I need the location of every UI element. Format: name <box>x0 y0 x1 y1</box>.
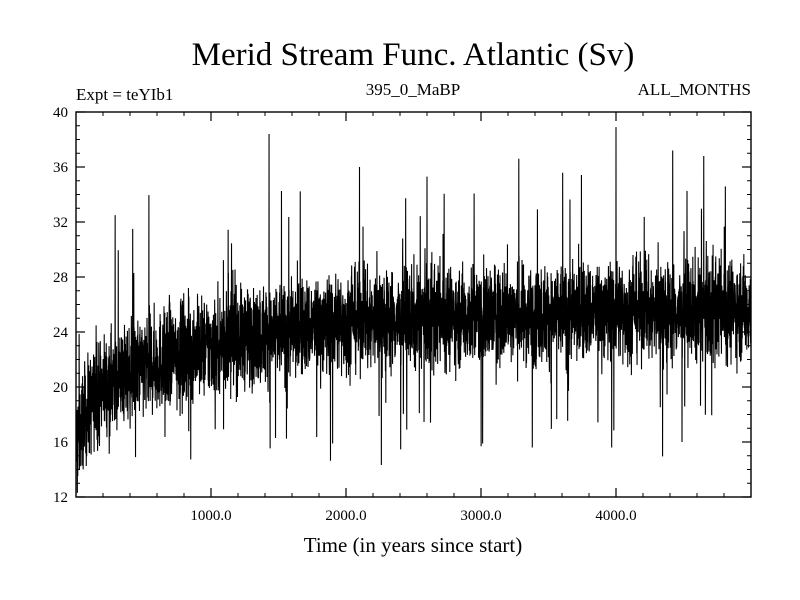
x-axis-label: Time (in years since start) <box>304 533 523 557</box>
y-tick-label: 28 <box>53 270 68 286</box>
y-tick-label: 24 <box>53 325 69 341</box>
x-tick-label: 1000.0 <box>190 508 231 524</box>
x-tick-label: 2000.0 <box>325 508 366 524</box>
y-tick-label: 32 <box>53 215 68 231</box>
y-tick-label: 36 <box>53 160 69 176</box>
x-tick-label: 4000.0 <box>595 508 636 524</box>
subtitle-center: 395_0_MaBP <box>366 80 460 99</box>
subtitle-right: ALL_MONTHS <box>638 80 751 99</box>
y-tick-label: 40 <box>53 105 68 121</box>
y-tick-label: 12 <box>53 490 68 506</box>
y-tick-label: 20 <box>53 380 68 396</box>
ticks-layer: 12 16 20 24 28 32 36 40 1000.0 2000.0 3000.0 4000.0 <box>53 105 751 524</box>
x-tick-label: 3000.0 <box>460 508 501 524</box>
y-tick-label: 16 <box>53 435 69 451</box>
series-line <box>75 127 752 493</box>
subtitle-left: Expt = teYIb1 <box>76 85 173 104</box>
chart-title: Merid Stream Func. Atlantic (Sv) <box>192 37 635 73</box>
series-layer <box>75 127 752 493</box>
